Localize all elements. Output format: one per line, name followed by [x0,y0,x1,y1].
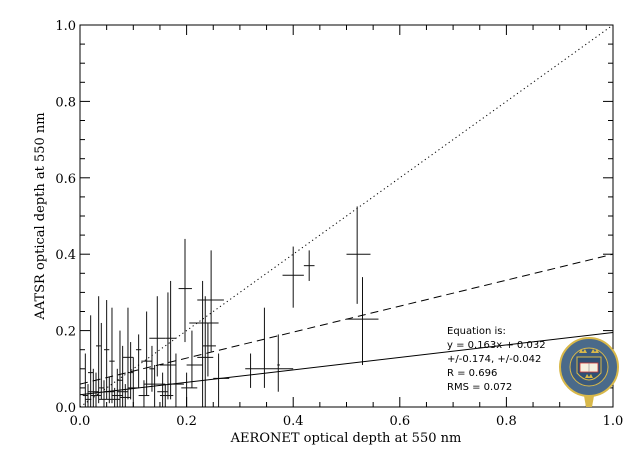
data-point [346,277,379,365]
y-tick-label: 1.0 [55,19,76,34]
data-point [277,334,280,392]
data-point [178,238,192,343]
data-point [87,368,99,407]
data-point [111,368,123,407]
oxford-crest-logo [559,337,619,407]
data-point [197,250,224,352]
data-point [117,345,128,407]
axis-ticks [79,24,614,408]
data-point [98,322,104,400]
data-point [138,380,150,407]
data-point [90,372,102,407]
dotted-line [79,24,614,408]
x-tick-label: 0.4 [283,414,304,429]
data-point [127,357,139,407]
data-point [197,296,214,407]
data-point [95,296,102,404]
data-point [245,307,294,388]
data-point [149,345,155,392]
data-point [117,330,123,407]
annotation-line: y = 0.163x + 0.032 [447,340,546,351]
data-point [127,342,134,400]
data-point [159,384,174,407]
x-axis-label: AERONET optical depth at 550 nm [230,431,462,446]
data-point [109,307,115,404]
data-point [149,296,166,377]
y-tick-label: 0.8 [55,95,76,110]
data-point [303,250,315,281]
y-axis-label: AATSR optical depth at 550 nm [33,112,48,320]
data-point [103,300,110,400]
annotation-line: RMS = 0.072 [447,382,512,393]
x-tick-label: 0.2 [176,414,197,429]
data-points [82,206,379,407]
data-point [119,384,131,407]
x-tick-label: 0.0 [70,414,91,429]
annotation-line: R = 0.696 [447,368,497,379]
annotation-line: Equation is: [447,326,506,337]
data-point [202,322,216,377]
data-point [282,246,304,308]
x-tick-label: 0.8 [496,414,517,429]
dashed-line [79,253,614,385]
data-point [189,280,219,407]
equation-annotation: Equation is: y = 0.163x + 0.032 +/-0.174, … [447,326,546,393]
y-tick-label: 0.2 [55,325,76,340]
data-point [135,334,142,388]
data-point [82,353,88,407]
data-point [186,330,203,388]
x-tick-label: 0.6 [389,414,410,429]
y-tick-label: 0.0 [55,401,76,416]
fit-lines [79,24,614,408]
data-point [98,380,110,407]
data-point [165,280,176,400]
data-point [213,353,230,407]
solid-line [79,332,614,396]
data-point [141,311,152,396]
x-tick-label: 1.0 [603,414,624,429]
y-tick-label: 0.4 [55,248,76,263]
data-point [122,307,134,400]
x-tick-labels: 0.0 0.2 0.4 0.6 0.8 1.0 [70,414,624,429]
y-tick-labels: 0.0 0.2 0.4 0.6 0.8 1.0 [55,19,76,416]
y-tick-label: 0.6 [55,172,76,187]
data-point [159,292,176,400]
data-point [181,372,198,407]
data-point [157,372,168,407]
data-point [346,206,371,304]
annotation-line: +/-0.174, +/-0.042 [447,354,541,365]
